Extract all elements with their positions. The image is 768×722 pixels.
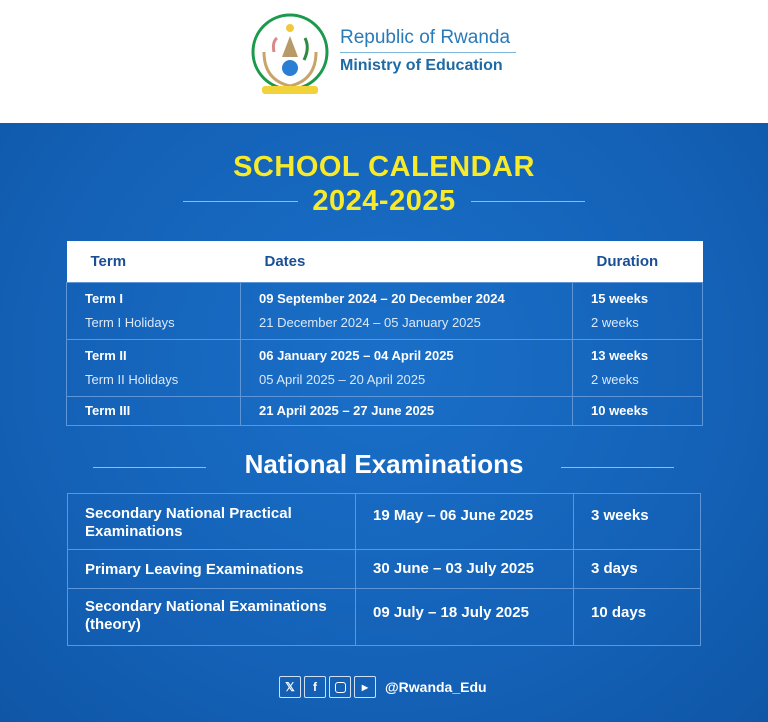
exam-dates: 30 June – 03 July 2025: [355, 549, 574, 589]
dates: 06 January 2025 – 04 April 2025: [259, 347, 454, 363]
table-row: Primary Leaving Examinations 30 June – 0…: [67, 549, 701, 589]
table-row: Term II Term II Holidays 06 January 2025 …: [66, 338, 703, 397]
column-header: Duration: [572, 241, 703, 282]
facebook-icon[interactable]: f: [304, 676, 326, 698]
page-title: SCHOOL CALENDAR: [233, 151, 535, 183]
holiday-dates: 21 December 2024 – 05 January 2025: [259, 314, 481, 330]
ministry-name: Ministry of Education: [340, 57, 503, 74]
divider: [340, 52, 516, 53]
exam-name: Secondary National Examinations (theory): [67, 588, 356, 646]
table-header: Term Dates Duration: [66, 241, 703, 282]
exam-dates: 09 July – 18 July 2025: [355, 588, 574, 646]
divider: [93, 467, 206, 468]
header: Republic of Rwanda Ministry of Education: [0, 0, 768, 123]
country-name: Republic of Rwanda: [340, 27, 511, 48]
holiday-duration: 2 weeks: [591, 371, 639, 387]
column-header: Term: [66, 241, 241, 282]
exam-duration: 3 weeks: [573, 493, 701, 550]
table-row: Term III 21 April 2025 – 27 June 2025 10…: [66, 395, 703, 426]
dates: 21 April 2025 – 27 June 2025: [259, 402, 435, 418]
divider: [561, 467, 674, 468]
column-header: Dates: [240, 241, 573, 282]
exam-name: Secondary National Practical Examination…: [67, 493, 356, 550]
holiday: Term II Holidays: [85, 371, 179, 387]
social-handle[interactable]: @Rwanda_Edu: [385, 679, 487, 695]
dates: 09 September 2024 – 20 December 2024: [259, 290, 505, 306]
calendar-table: Term Dates Duration Term I Term I Holiday…: [66, 241, 703, 426]
divider: [471, 201, 585, 202]
duration: 13 weeks: [591, 347, 649, 363]
exam-dates: 19 May – 06 June 2025: [355, 493, 574, 550]
duration: 15 weeks: [591, 290, 649, 306]
divider: [183, 201, 298, 202]
term: Term III: [85, 402, 131, 418]
national-seal-logo: [251, 13, 329, 94]
term: Term I: [85, 290, 124, 306]
holiday-duration: 2 weeks: [591, 314, 639, 330]
table-row: Term I Term I Holidays 09 September 2024 …: [66, 281, 703, 340]
section-heading: National Examinations: [244, 449, 524, 479]
table-row: Secondary National Examinations (theory)…: [67, 588, 701, 646]
holiday: Term I Holidays: [85, 314, 175, 330]
social-links: 𝕏 f ▶ @Rwanda_Edu: [279, 676, 487, 698]
exams-table: Secondary National Practical Examination…: [67, 493, 701, 646]
holiday-dates: 05 April 2025 – 20 April 2025: [259, 371, 426, 387]
instagram-icon[interactable]: [329, 676, 351, 698]
table-row: Secondary National Practical Examination…: [67, 493, 701, 550]
duration: 10 weeks: [591, 402, 649, 418]
x-icon[interactable]: 𝕏: [279, 676, 301, 698]
youtube-icon[interactable]: ▶: [354, 676, 376, 698]
exam-duration: 3 days: [573, 549, 701, 589]
exam-duration: 10 days: [573, 588, 701, 646]
term: Term II: [85, 347, 127, 363]
page-subtitle: 2024-2025: [312, 185, 456, 217]
exam-name: Primary Leaving Examinations: [67, 549, 356, 589]
